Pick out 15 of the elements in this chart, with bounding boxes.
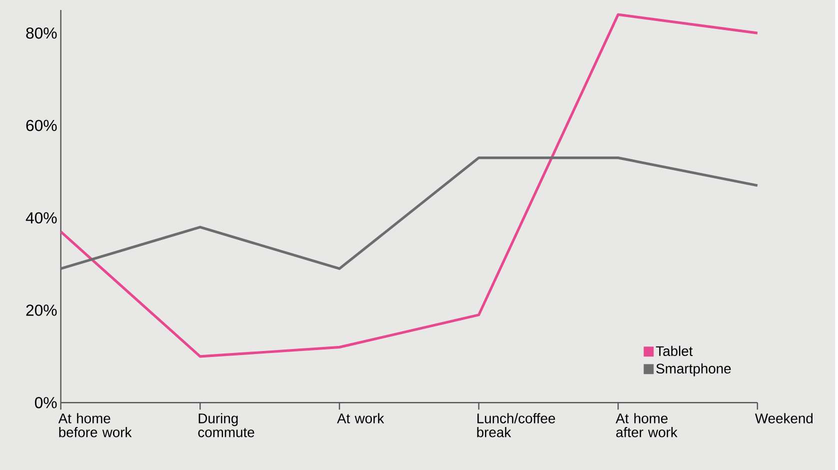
y-tick-label: 0% bbox=[34, 396, 57, 408]
x-tick-label: At home before work bbox=[58, 412, 132, 438]
line-series bbox=[60, 156, 759, 270]
x-tick-label: At work bbox=[337, 412, 384, 424]
y-tick-label: 60% bbox=[26, 120, 57, 131]
line-series bbox=[60, 13, 759, 358]
x-tick-label: Weekend bbox=[755, 412, 813, 424]
x-tick-label: During commute bbox=[198, 412, 254, 438]
x-tick-label: Lunch/coffee break bbox=[477, 412, 556, 438]
y-tick-label: 80% bbox=[26, 27, 57, 38]
legend-label: Tablet bbox=[656, 346, 693, 356]
y-tick-label: 20% bbox=[26, 304, 57, 316]
x-tick-label: At home after work bbox=[616, 412, 678, 438]
y-tick-label: 40% bbox=[26, 212, 57, 224]
legend-label: Smartphone bbox=[656, 363, 731, 376]
